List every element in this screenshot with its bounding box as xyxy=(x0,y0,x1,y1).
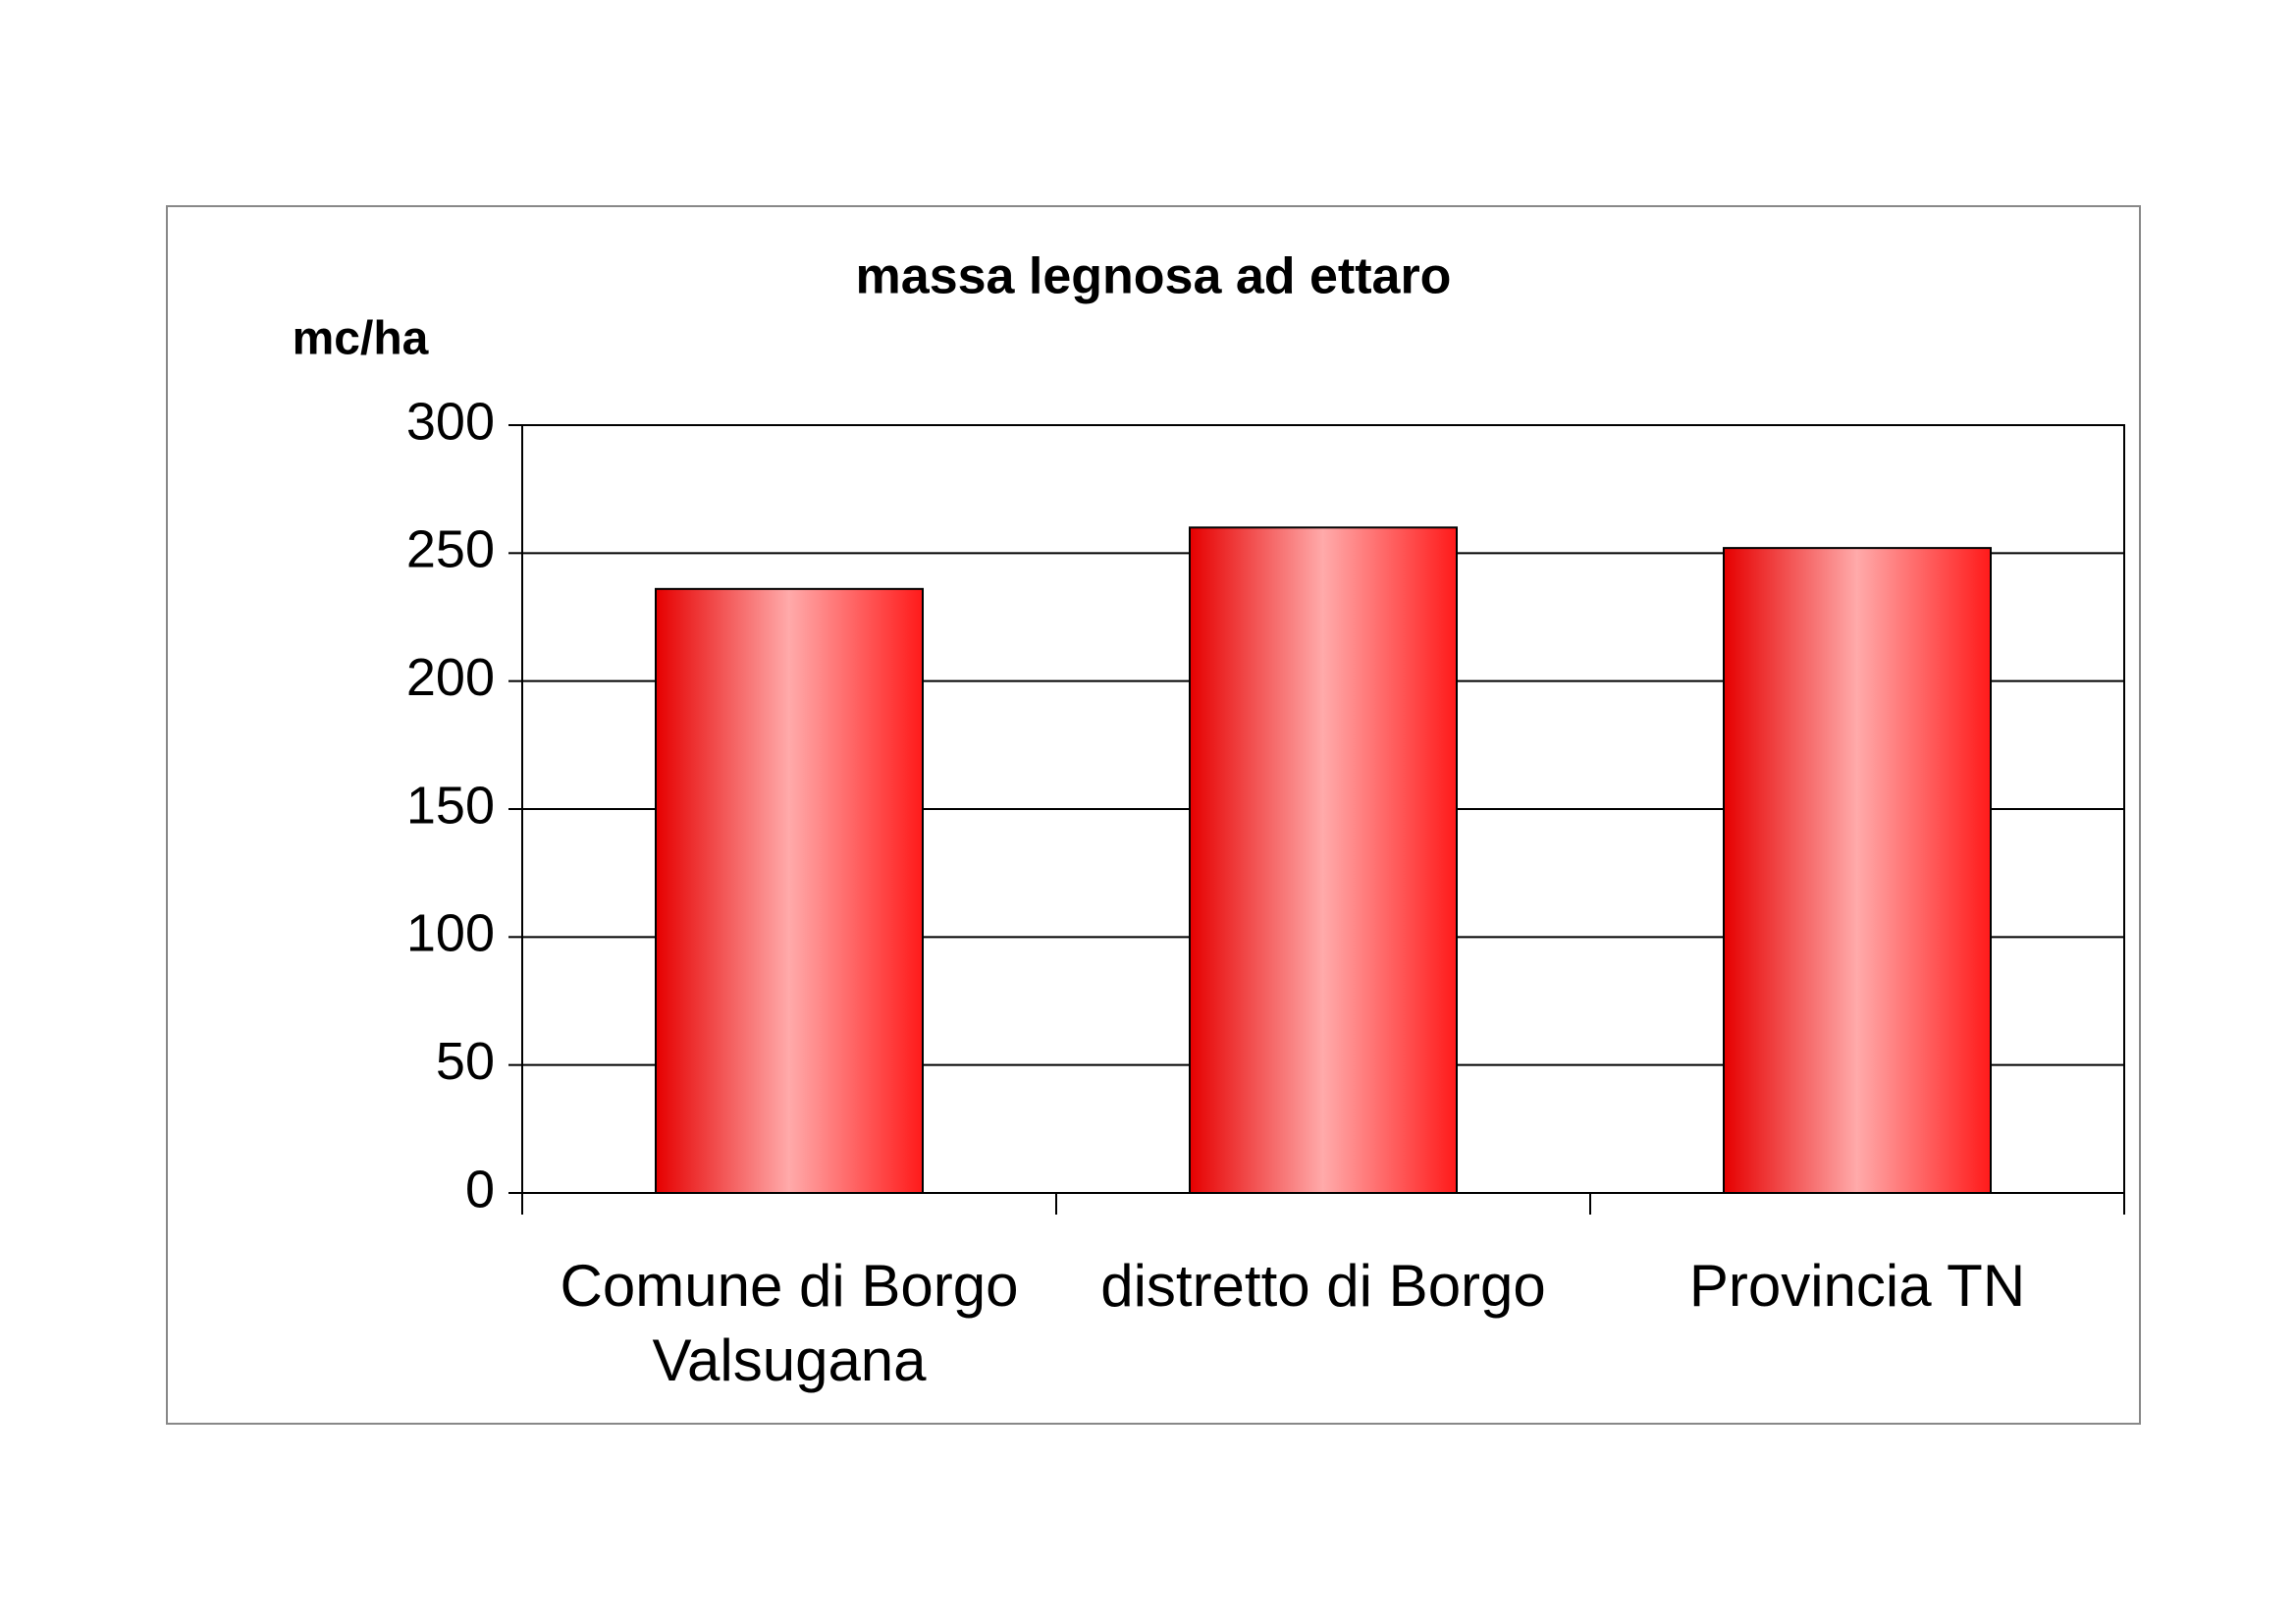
y-tick-label: 300 xyxy=(406,392,495,451)
y-tick-label: 100 xyxy=(406,904,495,963)
bar xyxy=(655,587,924,1194)
y-tick-label: 250 xyxy=(406,520,495,579)
bar xyxy=(1723,547,1992,1194)
y-axis-label: mc/ha xyxy=(293,313,429,365)
y-tick-label: 50 xyxy=(436,1032,495,1091)
x-tick-label: Comune di Borgo Valsugana xyxy=(560,1253,1019,1393)
chart-title: massa legnosa ad ettaro xyxy=(856,248,1452,305)
x-tick-label: Provincia TN xyxy=(1688,1253,2026,1319)
x-tick-label: distretto di Borgo xyxy=(1100,1253,1546,1319)
y-tick-label: 0 xyxy=(465,1160,495,1218)
bar xyxy=(1189,526,1458,1194)
y-tick-label: 200 xyxy=(406,648,495,707)
y-tick-label: 150 xyxy=(406,776,495,835)
